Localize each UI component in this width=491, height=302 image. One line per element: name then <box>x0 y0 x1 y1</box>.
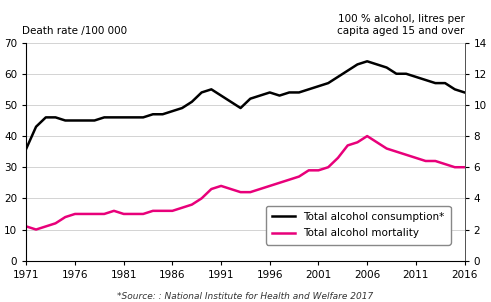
Total alcohol consumption* <box>442 81 448 85</box>
Text: *Source: : National Institute for Health and Welfare 2017: *Source: : National Institute for Health… <box>117 292 374 301</box>
Total alcohol mortality <box>169 209 175 213</box>
Total alcohol consumption* <box>218 94 224 97</box>
Total alcohol consumption* <box>403 72 409 76</box>
Line: Total alcohol consumption*: Total alcohol consumption* <box>27 61 464 149</box>
Total alcohol consumption* <box>355 63 360 66</box>
Total alcohol consumption* <box>296 91 302 94</box>
Total alcohol mortality <box>325 165 331 169</box>
Line: Total alcohol mortality: Total alcohol mortality <box>27 136 464 230</box>
Total alcohol mortality <box>257 187 263 191</box>
Total alcohol consumption* <box>101 116 107 119</box>
Total alcohol mortality <box>296 175 302 178</box>
Total alcohol consumption* <box>228 100 234 104</box>
Total alcohol mortality <box>374 140 380 144</box>
Total alcohol consumption* <box>208 88 214 91</box>
Total alcohol mortality <box>442 162 448 166</box>
Total alcohol consumption* <box>423 78 429 82</box>
Total alcohol consumption* <box>286 91 292 94</box>
Total alcohol mortality <box>140 212 146 216</box>
Total alcohol mortality <box>433 159 438 163</box>
Total alcohol mortality <box>218 184 224 188</box>
Total alcohol consumption* <box>462 91 467 94</box>
Total alcohol consumption* <box>62 119 68 122</box>
Total alcohol mortality <box>131 212 136 216</box>
Total alcohol mortality <box>179 206 185 210</box>
Total alcohol mortality <box>276 181 282 185</box>
Total alcohol consumption* <box>189 100 195 104</box>
Text: 100 % alcohol, litres per
capita aged 15 and over: 100 % alcohol, litres per capita aged 15… <box>337 14 464 36</box>
Total alcohol mortality <box>316 169 322 172</box>
Total alcohol consumption* <box>393 72 399 76</box>
Total alcohol mortality <box>393 150 399 153</box>
Total alcohol mortality <box>53 221 58 225</box>
Total alcohol mortality <box>121 212 127 216</box>
Total alcohol mortality <box>355 140 360 144</box>
Total alcohol mortality <box>452 165 458 169</box>
Total alcohol mortality <box>238 190 244 194</box>
Total alcohol consumption* <box>247 97 253 101</box>
Total alcohol mortality <box>91 212 97 216</box>
Total alcohol consumption* <box>452 88 458 91</box>
Total alcohol consumption* <box>364 59 370 63</box>
Total alcohol consumption* <box>169 109 175 113</box>
Total alcohol consumption* <box>72 119 78 122</box>
Total alcohol mortality <box>423 159 429 163</box>
Total alcohol mortality <box>111 209 117 213</box>
Total alcohol consumption* <box>199 91 205 94</box>
Total alcohol consumption* <box>238 106 244 110</box>
Total alcohol mortality <box>383 147 389 150</box>
Total alcohol consumption* <box>335 75 341 79</box>
Total alcohol consumption* <box>413 75 419 79</box>
Total alcohol mortality <box>413 156 419 160</box>
Total alcohol mortality <box>160 209 165 213</box>
Total alcohol mortality <box>403 153 409 156</box>
Total alcohol mortality <box>208 187 214 191</box>
Total alcohol mortality <box>199 197 205 200</box>
Total alcohol consumption* <box>345 69 351 72</box>
Total alcohol consumption* <box>91 119 97 122</box>
Text: Death rate /100 000: Death rate /100 000 <box>22 26 127 36</box>
Total alcohol consumption* <box>24 147 29 150</box>
Total alcohol consumption* <box>43 116 49 119</box>
Total alcohol consumption* <box>383 66 389 69</box>
Total alcohol mortality <box>33 228 39 231</box>
Total alcohol mortality <box>462 165 467 169</box>
Total alcohol consumption* <box>179 106 185 110</box>
Total alcohol consumption* <box>276 94 282 97</box>
Total alcohol mortality <box>364 134 370 138</box>
Total alcohol mortality <box>267 184 273 188</box>
Total alcohol consumption* <box>316 84 322 88</box>
Total alcohol mortality <box>306 169 312 172</box>
Total alcohol mortality <box>72 212 78 216</box>
Total alcohol mortality <box>286 178 292 182</box>
Total alcohol consumption* <box>433 81 438 85</box>
Total alcohol mortality <box>228 187 234 191</box>
Total alcohol mortality <box>82 212 88 216</box>
Total alcohol consumption* <box>53 116 58 119</box>
Total alcohol consumption* <box>150 112 156 116</box>
Total alcohol consumption* <box>306 88 312 91</box>
Total alcohol mortality <box>150 209 156 213</box>
Total alcohol mortality <box>62 215 68 219</box>
Total alcohol consumption* <box>267 91 273 94</box>
Total alcohol mortality <box>345 144 351 147</box>
Total alcohol consumption* <box>140 116 146 119</box>
Total alcohol mortality <box>43 225 49 228</box>
Total alcohol consumption* <box>374 63 380 66</box>
Total alcohol mortality <box>189 203 195 207</box>
Total alcohol mortality <box>335 156 341 160</box>
Total alcohol consumption* <box>82 119 88 122</box>
Total alcohol consumption* <box>325 81 331 85</box>
Total alcohol mortality <box>24 225 29 228</box>
Total alcohol consumption* <box>131 116 136 119</box>
Total alcohol consumption* <box>257 94 263 97</box>
Total alcohol consumption* <box>121 116 127 119</box>
Total alcohol mortality <box>101 212 107 216</box>
Total alcohol consumption* <box>33 125 39 129</box>
Total alcohol mortality <box>247 190 253 194</box>
Legend: Total alcohol consumption*, Total alcohol mortality: Total alcohol consumption*, Total alcoho… <box>266 206 451 245</box>
Total alcohol consumption* <box>160 112 165 116</box>
Total alcohol consumption* <box>111 116 117 119</box>
